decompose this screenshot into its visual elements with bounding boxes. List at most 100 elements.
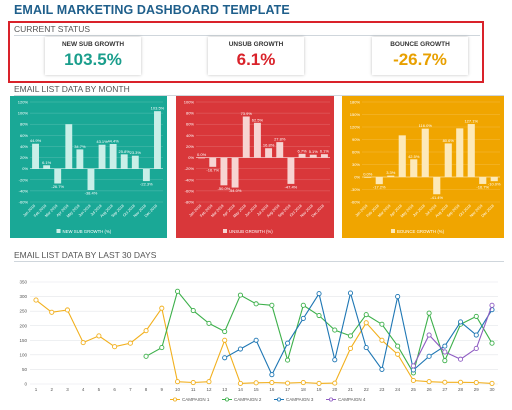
kpi-new-sub-growth: NEW SUB GROWTH 103.5% — [45, 37, 141, 75]
y-tick-label: 250 — [19, 309, 27, 314]
x-tick-label: 7 — [129, 387, 132, 392]
data-point — [143, 353, 149, 359]
bar — [410, 159, 418, 177]
y-tick-label: 60% — [186, 122, 194, 127]
divider — [14, 261, 504, 262]
new-sub-growth-chart: -60%-40%-20%0%20%40%60%80%100%120%44.9%J… — [10, 96, 167, 238]
data-point — [285, 357, 291, 363]
bar — [398, 135, 406, 177]
data-point — [80, 340, 86, 346]
y-tick-label: 350 — [19, 280, 27, 285]
legend-label: NEW SUB GROWTH (%) — [63, 229, 112, 234]
bar — [433, 177, 441, 195]
y-tick-label: -60% — [351, 200, 361, 205]
bar — [98, 144, 106, 169]
bar — [87, 168, 95, 190]
bar — [142, 168, 150, 182]
legend-swatch — [56, 229, 61, 233]
data-label: 27.8% — [274, 137, 286, 142]
page-title: EMAIL MARKETING DASHBOARD TEMPLATE — [14, 3, 290, 17]
legend-marker — [328, 397, 333, 402]
kpi-unsub-growth: UNSUB GROWTH 6.1% — [208, 37, 304, 75]
bar — [131, 155, 139, 169]
y-tick-label: 180% — [350, 100, 361, 105]
data-label: 42.5% — [408, 154, 420, 159]
x-tick-label: 15 — [254, 387, 260, 392]
legend-label: CAMPAIGN 4 — [338, 397, 366, 402]
x-tick-label: 12 — [206, 387, 212, 392]
data-label: -17.2% — [373, 185, 386, 190]
legend-swatch — [223, 229, 227, 233]
data-point — [347, 345, 354, 351]
bar — [276, 142, 284, 158]
y-tick-label: -20% — [19, 177, 29, 182]
y-tick-label: -20% — [185, 166, 195, 171]
data-point — [426, 353, 432, 359]
y-tick-label: 60% — [20, 133, 28, 138]
data-label: -16.7% — [476, 184, 489, 189]
data-label: 73.9% — [241, 111, 253, 116]
y-tick-label: 80% — [20, 122, 28, 127]
data-point — [253, 380, 259, 386]
bar — [421, 128, 429, 177]
y-tick-label: 20% — [186, 144, 194, 149]
data-label: -10.0% — [488, 182, 501, 187]
x-tick-label: 20 — [332, 387, 338, 392]
data-label: 6.7% — [298, 148, 308, 153]
data-point — [458, 356, 464, 362]
y-tick-label: 150% — [350, 112, 361, 117]
data-point — [222, 355, 228, 361]
y-tick-label: 50 — [22, 367, 28, 372]
data-point — [489, 302, 495, 308]
y-tick-label: 30% — [352, 162, 360, 167]
x-tick-label: 25 — [411, 387, 417, 392]
data-point — [332, 327, 338, 333]
data-point — [222, 337, 228, 343]
x-tick-label: 18 — [301, 387, 307, 392]
data-label: 3.3% — [386, 170, 396, 175]
data-label: 5.1% — [309, 149, 319, 154]
bar — [444, 143, 452, 177]
x-tick-label: 28 — [458, 387, 464, 392]
data-point — [347, 333, 354, 339]
panel-background — [176, 96, 334, 238]
data-label: 62.5% — [252, 117, 264, 122]
x-tick-label: 2 — [50, 387, 53, 392]
legend-marker — [276, 397, 281, 402]
daily-section-label: EMAIL LIST DATA BY LAST 30 DAYS — [14, 250, 157, 260]
bar — [309, 154, 317, 158]
data-point — [489, 380, 495, 386]
data-point — [473, 313, 479, 319]
data-point — [489, 340, 495, 346]
y-tick-label: 100% — [184, 100, 195, 105]
y-tick-label: 40% — [20, 144, 28, 149]
bar — [220, 157, 228, 186]
bar — [375, 177, 383, 185]
data-label: 80.6% — [443, 138, 455, 143]
bar — [209, 157, 217, 167]
x-tick-label: 11 — [191, 387, 196, 392]
x-tick-label: 14 — [238, 387, 244, 392]
data-label: 127.1% — [464, 119, 478, 124]
x-tick-label: 1 — [35, 387, 38, 392]
y-tick-label: 90% — [352, 137, 360, 142]
data-point — [410, 377, 416, 384]
y-tick-label: 100% — [18, 111, 29, 116]
bounce-growth-chart: -60%-30%0%30%60%90%120%150%180%0.0%Jan 2… — [342, 96, 504, 238]
current-status-label: CURRENT STATUS — [14, 24, 91, 34]
data-point — [285, 340, 291, 346]
data-point — [442, 349, 448, 355]
y-tick-label: 200 — [19, 323, 27, 328]
series-line — [145, 290, 493, 375]
data-point — [458, 319, 464, 325]
data-point — [237, 292, 243, 298]
y-tick-label: -60% — [19, 200, 29, 205]
bar — [490, 177, 498, 182]
data-label: -16.7% — [206, 167, 219, 172]
data-point — [237, 380, 243, 386]
data-point — [379, 366, 385, 372]
data-point — [190, 308, 196, 314]
data-point — [332, 357, 338, 363]
data-label: 103.5% — [151, 106, 165, 111]
